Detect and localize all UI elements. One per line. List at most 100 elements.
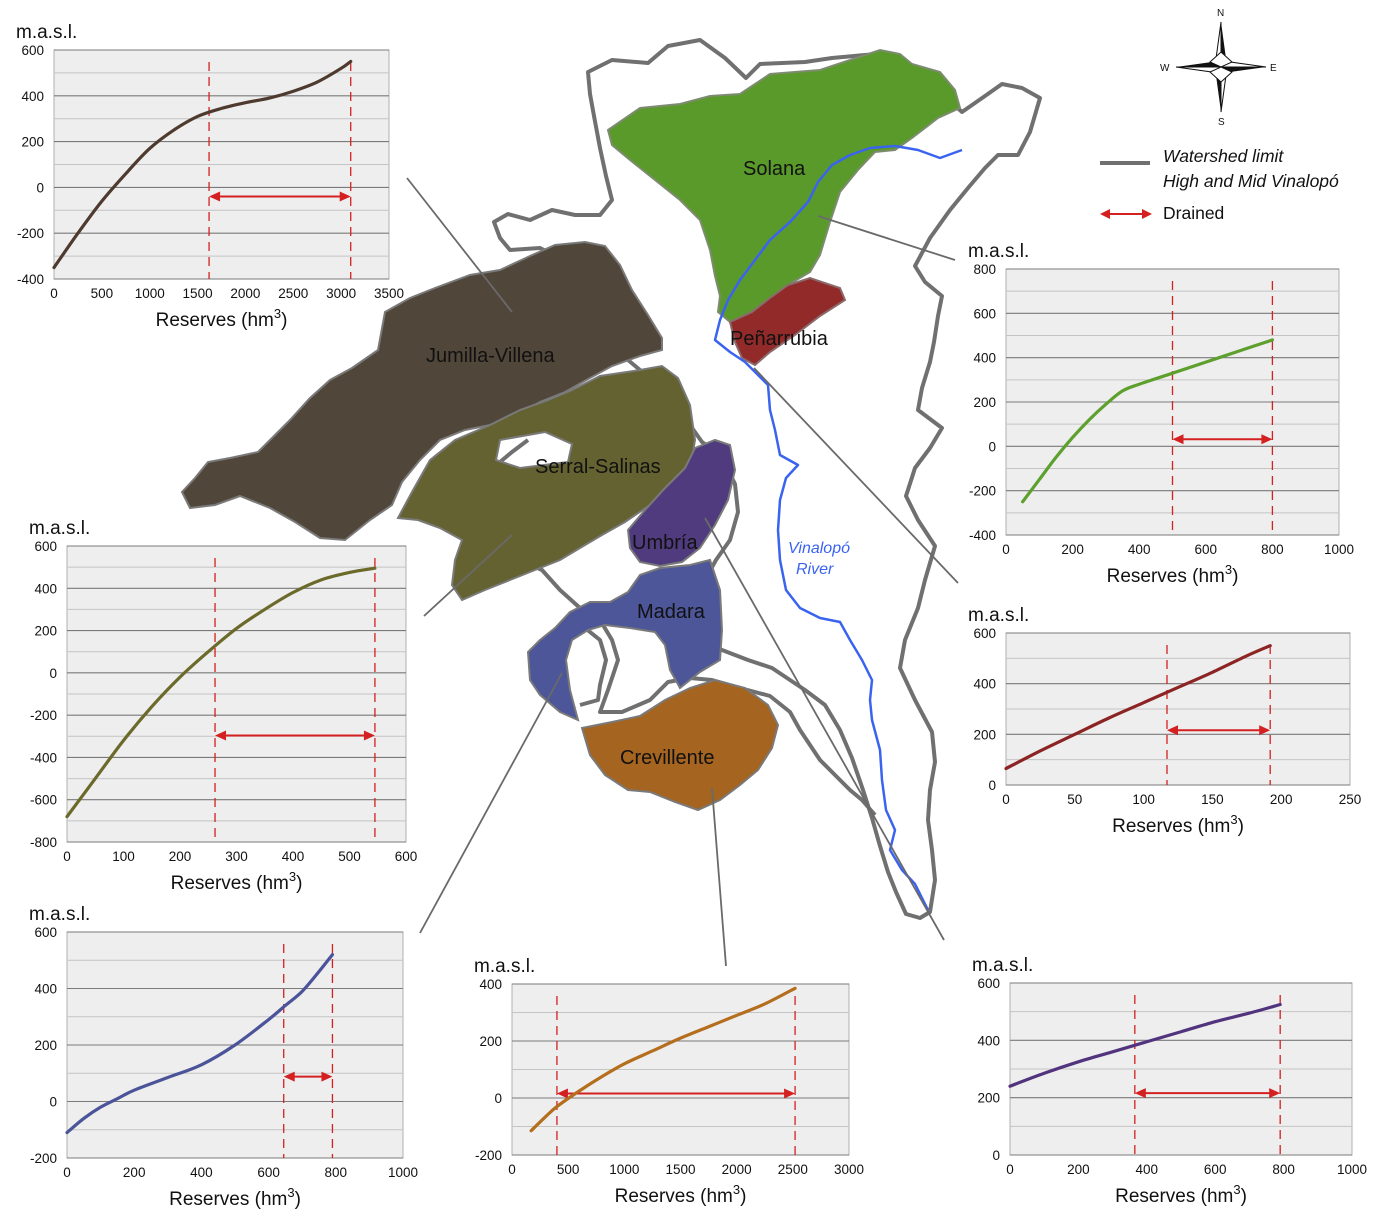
x-tick-label: 600 — [1204, 1162, 1227, 1177]
region-umbria[interactable] — [626, 438, 737, 568]
compass-rose-icon: N S W E — [1160, 8, 1277, 128]
y-tick-label: -400 — [969, 528, 996, 543]
x-axis-label: Reserves (hm3) — [156, 306, 288, 331]
reserve-curve-solana — [1021, 338, 1274, 504]
compass-w: W — [1160, 63, 1170, 74]
reserve-curve-crevillente — [529, 986, 797, 1133]
x-tick-label: 1000 — [135, 286, 165, 301]
y-axis-label: m.a.s.l. — [968, 241, 1029, 262]
region-penarrubia[interactable] — [728, 276, 847, 367]
y-tick-label: -400 — [30, 750, 57, 765]
y-tick-label: 0 — [49, 666, 57, 681]
x-tick-label: 0 — [508, 1162, 516, 1177]
y-tick-label: 0 — [36, 180, 44, 195]
y-axis-label: m.a.s.l. — [972, 955, 1033, 976]
leader-solana — [817, 215, 956, 261]
y-tick-label: 200 — [34, 1038, 57, 1053]
x-tick-label: 3000 — [326, 286, 356, 301]
x-axis-label: Reserves (hm3) — [169, 1185, 301, 1210]
drained-arrowhead-left — [1172, 434, 1184, 445]
compass-s: S — [1218, 117, 1225, 128]
chart-solana: -400 -200 0 200 400 600 800 0 200 400 600 800 1000 m.… — [968, 241, 1354, 587]
x-tick-label: 50 — [1067, 792, 1082, 807]
label-solana: Solana — [743, 158, 806, 180]
x-tick-label: 250 — [1339, 792, 1362, 807]
y-tick-label: 200 — [973, 727, 996, 742]
compass-n: N — [1217, 8, 1224, 19]
vinalopo-river — [713, 144, 963, 911]
reserve-curve-umbria — [1008, 1002, 1282, 1088]
drained-arrowhead-left — [283, 1071, 295, 1082]
x-tick-label: 200 — [1270, 792, 1293, 807]
watershed-limit-lower-outline — [439, 508, 877, 817]
y-tick-label: 0 — [992, 1148, 1000, 1163]
y-tick-label: 200 — [977, 1091, 1000, 1106]
leader-serral — [423, 534, 513, 617]
x-axis-label: Reserves (hm3) — [1115, 1182, 1247, 1207]
river-label-line1: Vinalopó — [788, 540, 850, 557]
x-tick-label: 3500 — [374, 286, 404, 301]
legend: Watershed limit High and Mid Vinalopó Dr… — [1100, 146, 1339, 223]
label-umbria: Umbría — [632, 532, 698, 554]
y-tick-label: 200 — [34, 624, 57, 639]
x-tick-label: 100 — [1132, 792, 1155, 807]
x-tick-label: 600 — [257, 1165, 280, 1180]
label-jumilla-villena: Jumilla-Villena — [426, 345, 555, 367]
region-crevillente[interactable] — [580, 678, 780, 812]
x-tick-label: 1000 — [609, 1162, 639, 1177]
x-tick-label: 0 — [63, 1165, 71, 1180]
drained-arrowhead-left — [215, 730, 227, 741]
x-tick-label: 500 — [557, 1162, 580, 1177]
x-axis-label: Reserves (hm3) — [615, 1182, 747, 1207]
x-tick-label: 1000 — [388, 1165, 418, 1180]
y-axis-label: m.a.s.l. — [29, 904, 90, 925]
x-tick-label: 400 — [1128, 542, 1151, 557]
y-tick-label: -200 — [30, 708, 57, 723]
x-tick-label: 1500 — [665, 1162, 695, 1177]
leader-jumilla — [406, 177, 513, 313]
x-tick-label: 800 — [325, 1165, 348, 1180]
drained-arrowhead-left — [209, 191, 221, 202]
y-tick-label: 200 — [21, 135, 44, 150]
y-tick-label: 400 — [479, 977, 502, 992]
y-tick-label: 400 — [973, 351, 996, 366]
x-tick-label: 200 — [123, 1165, 146, 1180]
label-madara: Madara — [637, 601, 706, 623]
drained-arrowhead-right — [784, 1088, 796, 1099]
region-jumilla-villena[interactable] — [180, 240, 663, 542]
drained-arrowhead-left — [1134, 1088, 1146, 1099]
x-tick-label: 300 — [225, 849, 248, 864]
y-tick-label: 200 — [973, 395, 996, 410]
leader-madara — [419, 672, 563, 934]
region-solana[interactable] — [606, 48, 962, 324]
x-tick-label: 2000 — [722, 1162, 752, 1177]
y-tick-label: 0 — [49, 1095, 57, 1110]
y-tick-label: 400 — [977, 1033, 1000, 1048]
x-tick-label: 1000 — [1324, 542, 1354, 557]
chart-madara: -200 0 200 400 600 0 200 400 600 800 1000 m.a.s.l. R… — [29, 904, 418, 1210]
x-tick-label: 2500 — [278, 286, 308, 301]
x-axis-label: Reserves (hm3) — [1107, 562, 1239, 587]
legend-drained-arrow-left — [1100, 209, 1110, 219]
y-tick-label: 0 — [494, 1091, 502, 1106]
region-madara[interactable] — [526, 558, 724, 722]
x-tick-label: 0 — [1002, 792, 1010, 807]
y-tick-label: 400 — [21, 89, 44, 104]
y-tick-label: 600 — [34, 539, 57, 554]
leader-lines — [406, 177, 959, 967]
river-label-line2: River — [796, 561, 834, 578]
aquifer-map: Solana Peñarrubia Jumilla-Villena Serral… — [180, 38, 1042, 920]
y-tick-label: 600 — [21, 43, 44, 58]
y-tick-label: 400 — [34, 581, 57, 596]
reserve-curve-madara — [65, 953, 335, 1135]
y-tick-label: -200 — [30, 1151, 57, 1166]
x-tick-label: 400 — [1136, 1162, 1159, 1177]
drained-arrowhead-right — [1261, 434, 1273, 445]
y-tick-label: 600 — [977, 976, 1000, 991]
leader-penarrubia — [753, 367, 959, 584]
x-tick-label: 3000 — [834, 1162, 864, 1177]
compass-e: E — [1270, 63, 1277, 74]
x-tick-label: 200 — [1061, 542, 1084, 557]
y-tick-label: 200 — [479, 1034, 502, 1049]
